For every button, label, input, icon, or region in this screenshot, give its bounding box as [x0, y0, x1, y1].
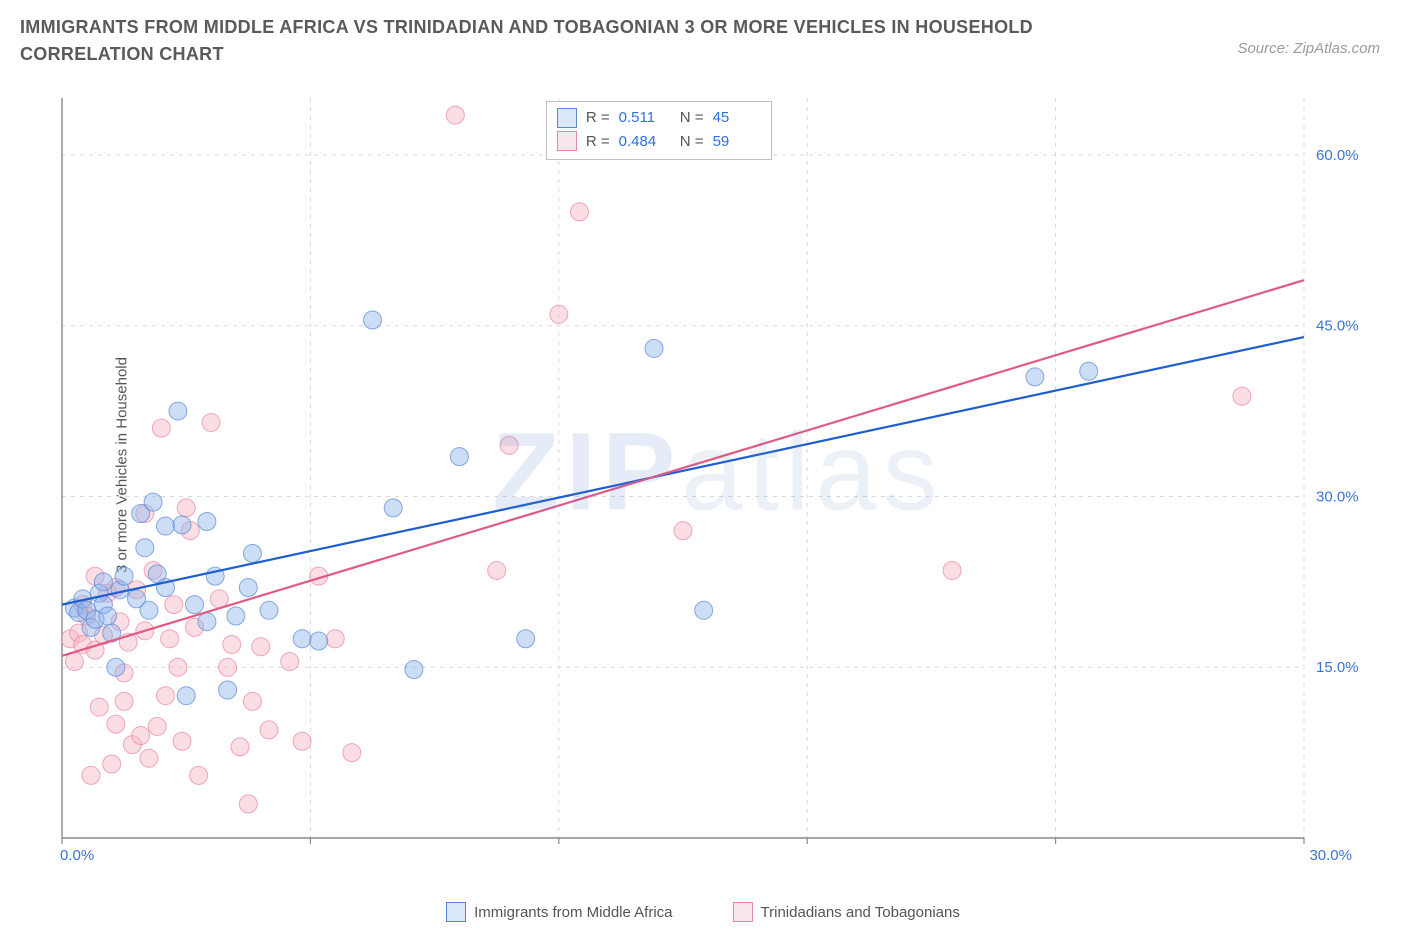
- svg-text:60.0%: 60.0%: [1316, 147, 1359, 164]
- stats-row-pink: R = 0.484 N = 59: [557, 130, 761, 153]
- stats-legend: R = 0.511 N = 45 R = 0.484 N = 59: [546, 101, 772, 160]
- legend-item-blue: Immigrants from Middle Africa: [446, 902, 672, 922]
- svg-text:30.0%: 30.0%: [1309, 847, 1352, 864]
- legend-item-pink: Trinidadians and Tobagonians: [733, 902, 960, 922]
- r-value-pink: 0.484: [619, 130, 667, 153]
- svg-text:0.0%: 0.0%: [60, 847, 94, 864]
- svg-text:15.0%: 15.0%: [1316, 659, 1359, 676]
- n-label: N =: [676, 130, 704, 153]
- svg-text:30.0%: 30.0%: [1316, 488, 1359, 505]
- r-label: R =: [586, 106, 610, 129]
- stats-row-blue: R = 0.511 N = 45: [557, 106, 761, 129]
- svg-text:45.0%: 45.0%: [1316, 318, 1359, 335]
- swatch-pink-icon: [557, 131, 577, 151]
- legend-label-blue: Immigrants from Middle Africa: [474, 904, 672, 921]
- chart-title: IMMIGRANTS FROM MIDDLE AFRICA VS TRINIDA…: [20, 14, 1100, 68]
- n-value-pink: 59: [713, 130, 761, 153]
- chart-svg: 15.0% 30.0% 45.0% 60.0% 0.0% 30.0%: [56, 92, 1380, 872]
- r-value-blue: 0.511: [619, 106, 667, 129]
- n-value-blue: 45: [713, 106, 761, 129]
- legend-label-pink: Trinidadians and Tobagonians: [761, 904, 960, 921]
- swatch-blue-icon: [446, 902, 466, 922]
- n-label: N =: [676, 106, 704, 129]
- source-attribution: Source: ZipAtlas.com: [1237, 40, 1380, 57]
- swatch-pink-icon: [733, 902, 753, 922]
- scatter-plot: ZIPatlas 15.0%30.0%45.0%60.0%0.0%30.0% R…: [56, 92, 1380, 872]
- swatch-blue-icon: [557, 108, 577, 128]
- r-label: R =: [586, 130, 610, 153]
- series-legend: Immigrants from Middle Africa Trinidadian…: [0, 902, 1406, 922]
